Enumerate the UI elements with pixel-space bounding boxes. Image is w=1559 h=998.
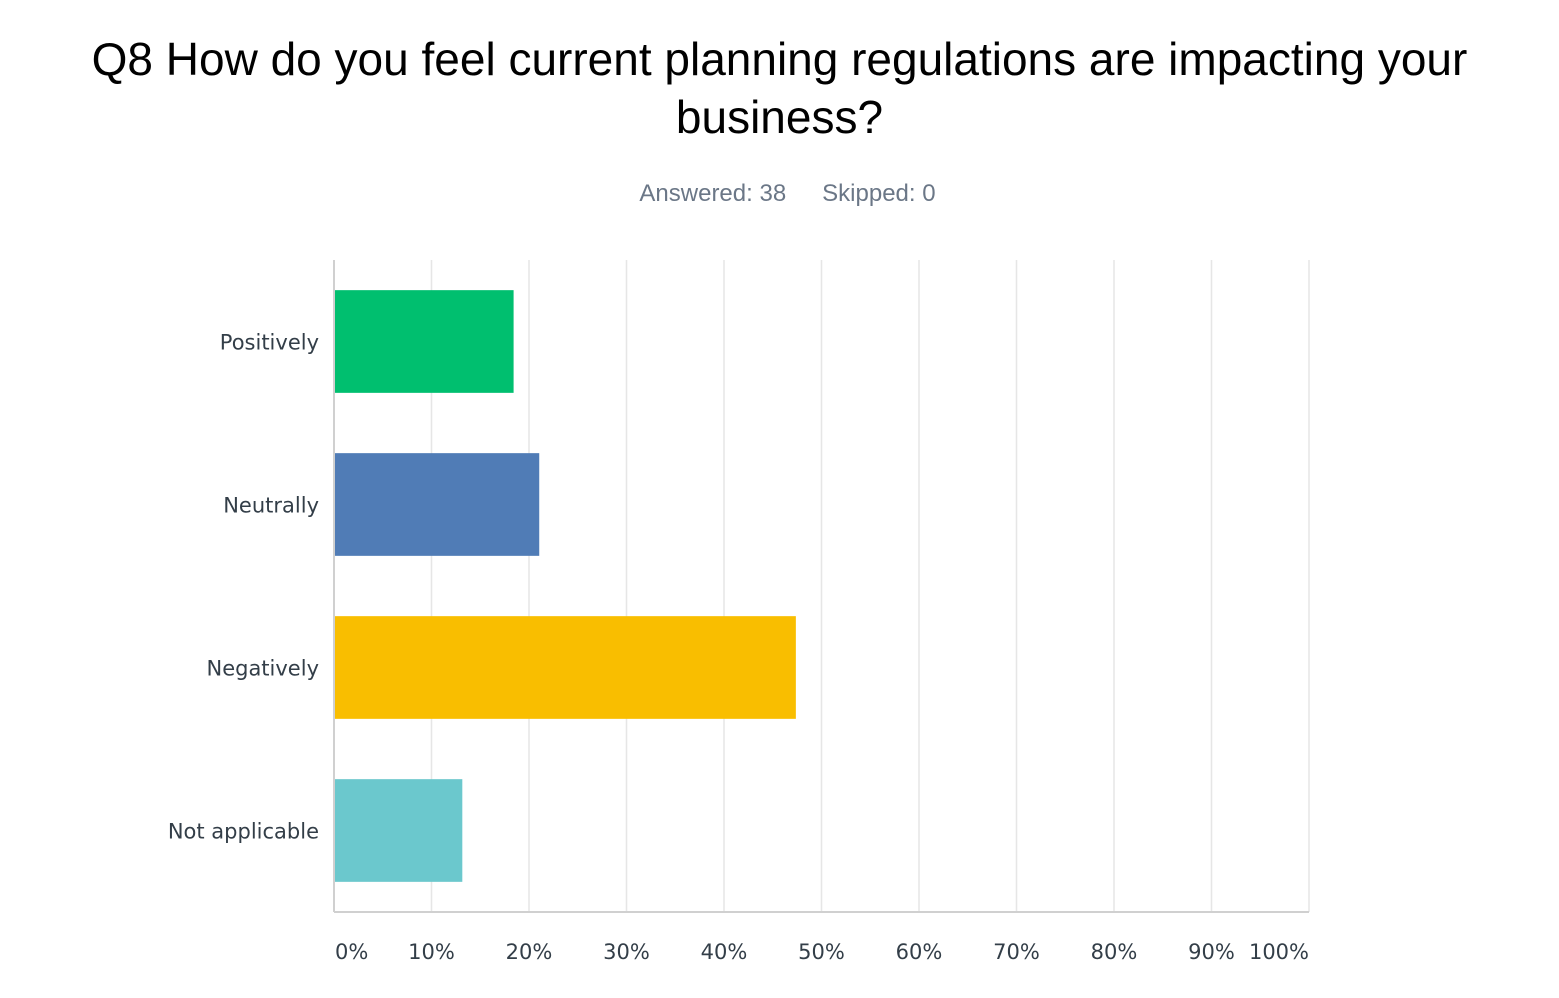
x-tick-label: 0%	[335, 940, 368, 964]
x-tick-label: 20%	[506, 940, 553, 964]
x-tick-label: 90%	[1188, 940, 1235, 964]
response-stats: Answered: 38 Skipped: 0	[0, 180, 1559, 208]
bar-negatively[interactable]	[334, 616, 796, 719]
x-tick-label: 100%	[1249, 940, 1309, 964]
x-tick-label: 80%	[1091, 940, 1138, 964]
skipped-count: Skipped: 0	[822, 180, 936, 207]
category-label: Not applicable	[168, 820, 319, 844]
category-label: Positively	[220, 331, 319, 355]
category-label: Neutrally	[223, 494, 319, 518]
answered-count: Answered: 38	[639, 180, 787, 207]
bar-not-applicable[interactable]	[334, 779, 463, 882]
x-tick-label: 50%	[798, 940, 845, 964]
category-label: Negatively	[206, 657, 319, 681]
bar-neutrally[interactable]	[334, 453, 540, 556]
x-tick-label: 70%	[993, 940, 1040, 964]
bar-positively[interactable]	[334, 290, 514, 393]
x-tick-label: 30%	[603, 940, 650, 964]
x-tick-label: 40%	[701, 940, 748, 964]
x-tick-label: 60%	[896, 940, 943, 964]
x-tick-label: 10%	[408, 940, 455, 964]
chart-title: Q8 How do you feel current planning regu…	[91, 33, 1468, 143]
